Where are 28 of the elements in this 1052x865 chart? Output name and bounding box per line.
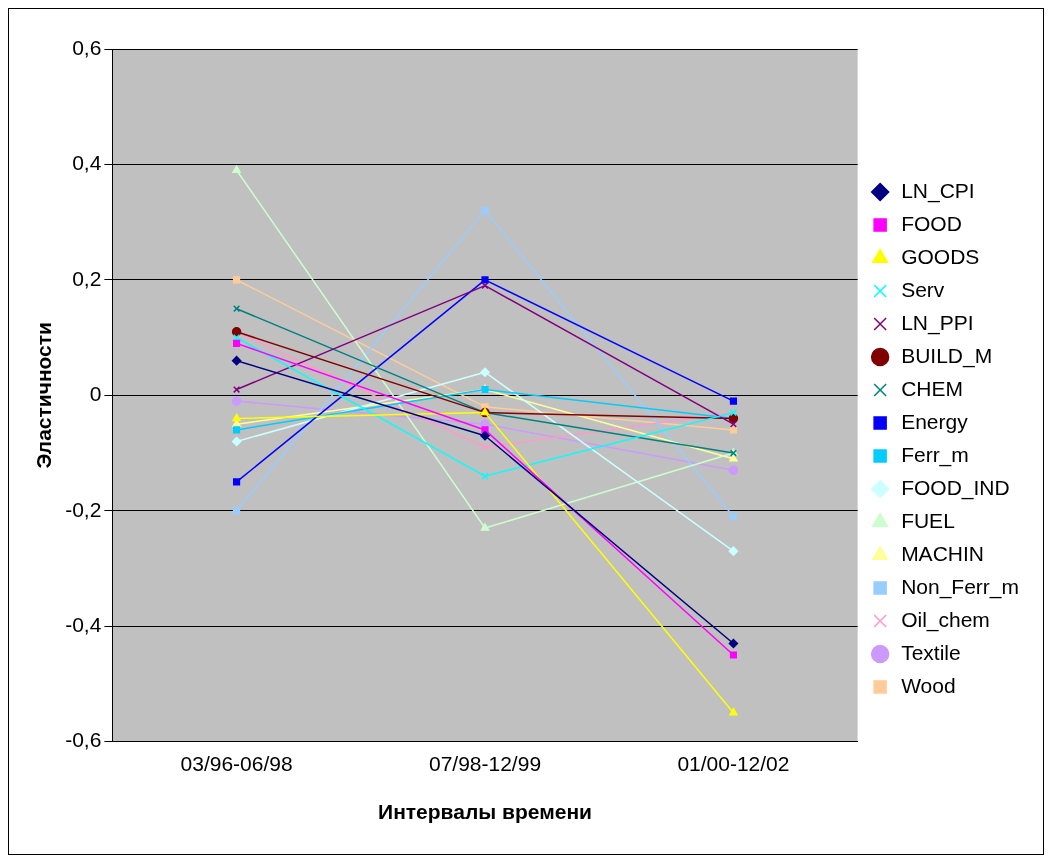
legend-label: FUEL [901,508,955,532]
legend-label: GOODS [901,244,980,268]
x-axis-title: Интервалы времени [378,800,592,824]
legend-label: Wood [901,673,956,697]
legend-label: Energy [901,409,969,433]
y-tick-label: 0,2 [72,266,102,290]
legend-label: Ferr_m [901,442,969,467]
legend-label: Textile [901,640,961,664]
x-tick-label: 07/98-12/99 [428,752,542,775]
legend-label: CHEM [901,376,963,400]
y-tick-label: -0,2 [65,497,102,521]
legend-label: LN_PPI [901,310,974,335]
legend-label: Oil_chem [901,607,990,632]
y-tick-label: 0 [89,382,102,406]
y-tick-label: 0,4 [72,151,102,175]
legend-label: MACHIN [901,541,984,565]
legend-label: Serv [901,277,945,301]
legend-label: FOOD_IND [901,475,1010,500]
y-tick-label: -0,4 [65,612,102,636]
legend-label: BUILD_M [901,343,993,368]
legend-label: Non_Ferr_m [901,574,1020,599]
y-tick-label: 0,6 [72,35,102,59]
x-tick-label: 03/96-06/98 [180,752,293,775]
y-tick-label: -0,6 [65,728,102,752]
y-axis-title: Эластичности [32,321,56,469]
legend-label: LN_CPI [901,178,975,203]
x-tick-label: 01/00-12/02 [677,752,790,775]
legend-label: FOOD [901,211,962,235]
